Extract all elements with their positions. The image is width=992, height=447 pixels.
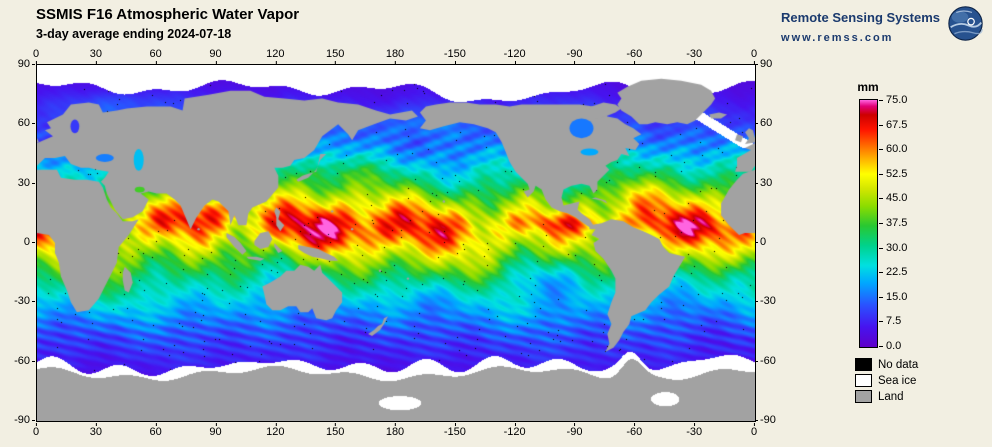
colorbar-tick-label: 37.5	[878, 217, 908, 229]
longitude-tick-label: 150	[325, 423, 345, 438]
longitude-tick-label: 60	[149, 423, 162, 438]
colorbar-units-label: mm	[857, 80, 879, 94]
longitude-tick-label: -150	[443, 423, 466, 438]
colorbar-tick-label: 60.0	[878, 143, 908, 156]
colorbar-tick-label: 30.0	[878, 241, 908, 254]
colorbar-tick-label: 0.0	[878, 340, 902, 352]
longitude-tick-label: 0	[32, 48, 40, 64]
longitude-tick-label: -60	[626, 48, 643, 64]
latitude-tick-label: 90	[754, 58, 773, 70]
latitude-tick-label: 30	[17, 176, 36, 189]
colorbar	[859, 99, 878, 348]
legend-item-land: Land	[855, 390, 918, 403]
page-title: SSMIS F16 Atmospheric Water Vapor	[36, 6, 300, 23]
latitude-tick-label: 60	[754, 117, 773, 130]
longitude-tick-label: 90	[209, 48, 222, 64]
longitude-tick-label: 120	[266, 48, 285, 64]
colorbar-tick-labels: 75.0 67.5 60.0 52.5 45.0 37.5 30.0 22.5 15.0 7.5 0…	[878, 94, 936, 352]
colorbar-tick-label: 75.0	[878, 94, 908, 106]
legend-item-no-data: No data	[855, 358, 918, 371]
longitude-tick-label: -30	[686, 423, 703, 438]
longitude-tick-label: 120	[266, 423, 285, 438]
latitude-tick-label: 30	[754, 176, 773, 189]
longitude-tick-label: -90	[566, 48, 583, 64]
longitude-tick-label: 0	[750, 423, 758, 438]
latitude-tick-label: -90	[755, 414, 776, 426]
longitude-axis-bottom: 0 30 60 90 120 150 180 -150 -120 -90 -60 -30 0	[32, 423, 758, 439]
longitude-tick-label: 30	[89, 423, 102, 438]
latitude-axis-left: 90 60 30 0 -30 -60 -90	[6, 58, 36, 426]
longitude-tick-label: -120	[503, 48, 526, 64]
latitude-tick-label: -60	[755, 354, 776, 367]
longitude-tick-label: 0	[32, 423, 40, 438]
latitude-tick-label: -60	[14, 354, 35, 367]
latitude-tick-label: 0	[23, 236, 36, 248]
colorbar-tick-label: 7.5	[878, 315, 902, 328]
colorbar-tick-label: 52.5	[878, 167, 908, 180]
legend-label-sea-ice: Sea ice	[878, 374, 917, 387]
branding-name: Remote Sensing Systems	[781, 10, 940, 25]
latitude-axis-right: 90 60 30 0 -30 -60 -90	[754, 58, 784, 426]
longitude-tick-label: 90	[209, 423, 222, 438]
legend-label-no-data: No data	[878, 358, 919, 371]
legend-item-sea-ice: Sea ice	[855, 374, 918, 387]
no-data-swatch	[855, 358, 872, 371]
latitude-tick-label: 90	[17, 58, 36, 70]
latitude-tick-label: 0	[754, 236, 767, 248]
colorbar-tick-label: 15.0	[878, 290, 908, 303]
longitude-tick-label: 150	[325, 48, 345, 64]
water-vapor-map-canvas	[37, 65, 755, 421]
longitude-tick-label: -30	[686, 48, 703, 64]
longitude-tick-label: 180	[385, 48, 405, 64]
page-subtitle: 3-day average ending 2024-07-18	[36, 27, 232, 41]
branding-url-link[interactable]: www.remss.com	[781, 32, 894, 44]
legend-label-land: Land	[878, 390, 904, 403]
longitude-tick-label: 30	[89, 48, 102, 64]
colorbar-tick-label: 45.0	[878, 192, 908, 205]
branding: Remote Sensing Systems www.remss.com	[781, 5, 984, 44]
land-swatch	[855, 390, 872, 403]
latitude-tick-label: -30	[755, 295, 776, 308]
globe-logo-icon[interactable]	[947, 5, 984, 42]
longitude-tick-label: -90	[566, 423, 583, 438]
longitude-tick-label: 180	[385, 423, 405, 438]
latitude-tick-label: 60	[17, 117, 36, 130]
longitude-tick-label: -120	[503, 423, 526, 438]
longitude-tick-label: 60	[149, 48, 162, 64]
colorbar-tick-label: 22.5	[878, 266, 908, 279]
latitude-tick-label: -90	[14, 414, 35, 426]
latitude-tick-label: -30	[14, 295, 35, 308]
longitude-tick-label: -60	[626, 423, 643, 438]
map-legend: No data Sea ice Land	[855, 358, 918, 403]
longitude-tick-label: -150	[443, 48, 466, 64]
colorbar-tick-label: 67.5	[878, 118, 908, 131]
longitude-axis-top: 0 30 60 90 120 150 180 -150 -120 -90 -60 -30 0	[32, 48, 758, 64]
longitude-tick-label: 0	[750, 48, 758, 64]
branding-text: Remote Sensing Systems www.remss.com	[781, 5, 940, 44]
sea-ice-swatch	[855, 374, 872, 387]
world-map-frame	[36, 64, 756, 422]
